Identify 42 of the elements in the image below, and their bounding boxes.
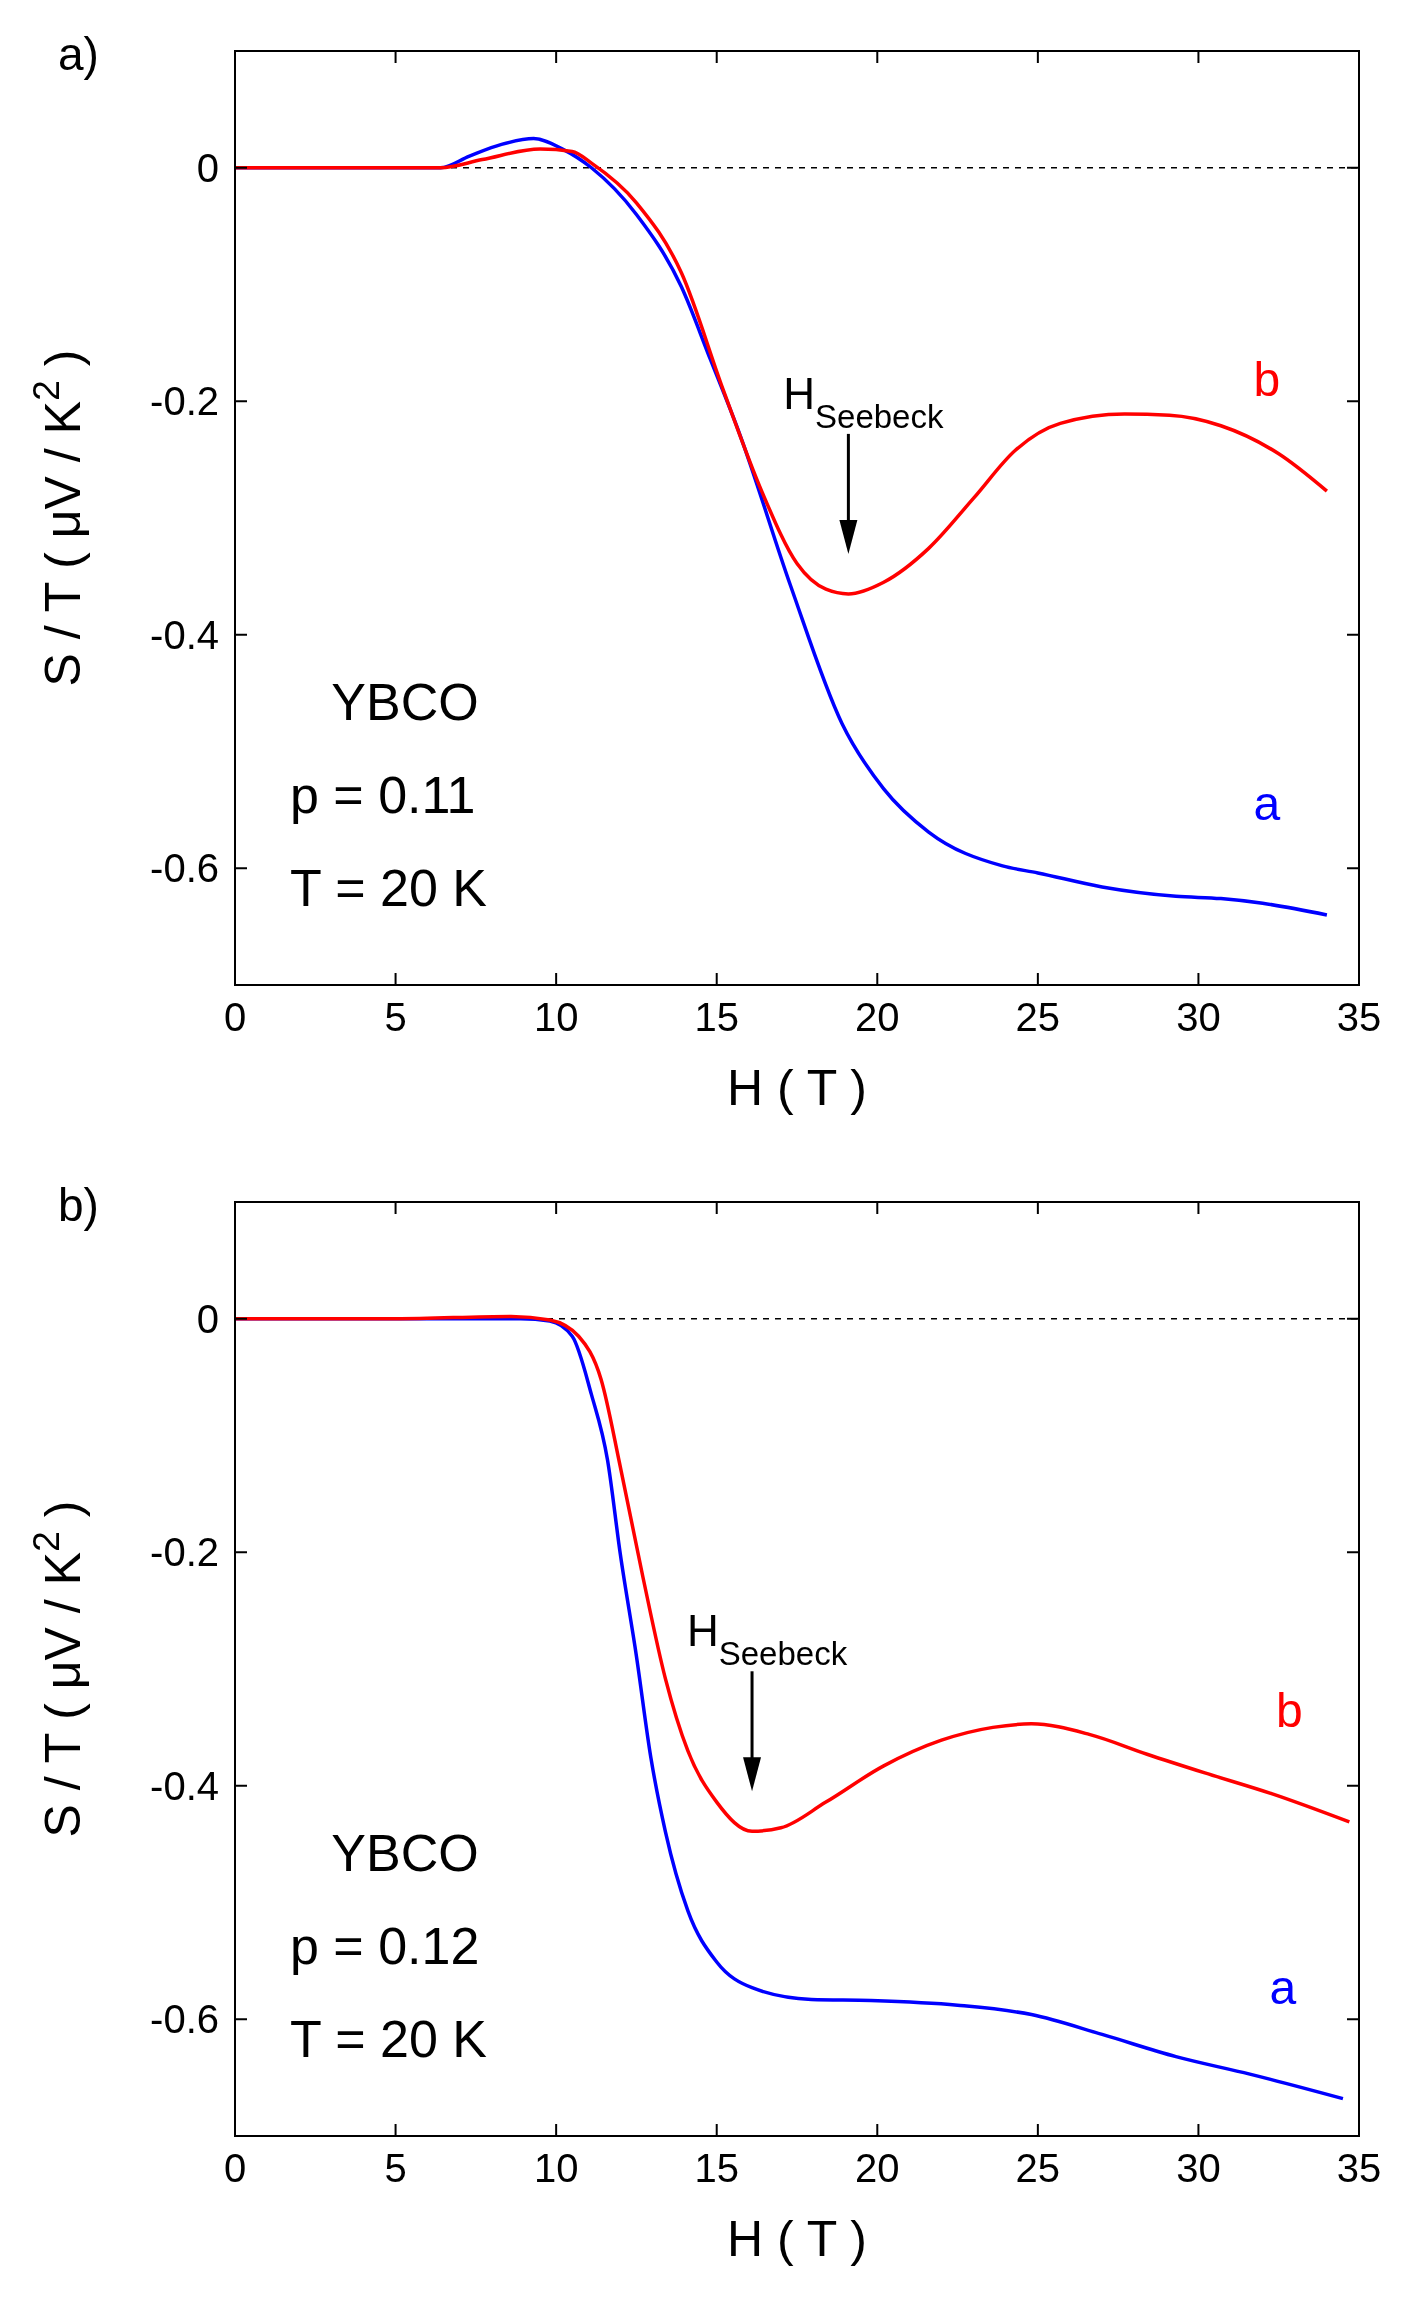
y-tick-label: -0.4 <box>150 612 219 657</box>
x-tick-label: 35 <box>1336 2146 1382 2190</box>
x-tick-label: 10 <box>533 995 579 1039</box>
annotation: T = 20 K <box>290 859 488 917</box>
annotation: T = 20 K <box>290 2010 488 2068</box>
line-series <box>233 147 1329 596</box>
x-axis-title: H ( T ) <box>727 2211 867 2267</box>
annotation: YBCO <box>331 1824 479 1882</box>
x-axis-title: H ( T ) <box>727 1060 867 1116</box>
x-tick-label: 0 <box>223 995 247 1039</box>
annotation: YBCO <box>331 673 479 731</box>
series-label: a <box>1269 1960 1297 2014</box>
series-label: b <box>1276 1683 1303 1737</box>
chart-title: b) <box>58 1179 99 1231</box>
y-tick-label: -0.2 <box>150 379 219 424</box>
x-tick-label: 0 <box>223 2146 247 2190</box>
x-tick-label: 25 <box>1015 2146 1061 2190</box>
y-tick-label: -0.6 <box>150 1997 219 2042</box>
x-tick-label: 20 <box>855 995 900 1039</box>
annotation: p = 0.12 <box>290 1917 480 1975</box>
x-tick-label: 5 <box>384 2146 407 2190</box>
x-tick-label: 5 <box>384 995 407 1039</box>
x-tick-label: 35 <box>1336 995 1382 1039</box>
annotation: H$_{Seebeck}$ <box>686 1606 848 1672</box>
y-tick-label: 0 <box>196 145 219 190</box>
x-tick-label: 30 <box>1176 2146 1221 2190</box>
y-tick-label: -0.4 <box>150 1763 219 1808</box>
x-tick-label: 25 <box>1015 995 1061 1039</box>
series-label: a <box>1253 776 1281 830</box>
x-tick-label: 15 <box>694 2146 739 2190</box>
x-tick-label: 15 <box>694 995 739 1039</box>
chart-title: a) <box>58 28 99 80</box>
annotation: p = 0.11 <box>290 766 476 824</box>
x-tick-label: 30 <box>1176 995 1221 1039</box>
line-series <box>233 1314 1352 1834</box>
series-label: b <box>1253 353 1281 407</box>
y-tick-label: 0 <box>196 1296 219 1341</box>
annotation: H$_{Seebeck}$ <box>783 368 944 435</box>
x-tick-label: 20 <box>855 2146 900 2190</box>
y-tick-label: -0.6 <box>150 846 219 891</box>
y-tick-label: -0.2 <box>150 1530 219 1575</box>
x-tick-label: 10 <box>533 2146 579 2190</box>
